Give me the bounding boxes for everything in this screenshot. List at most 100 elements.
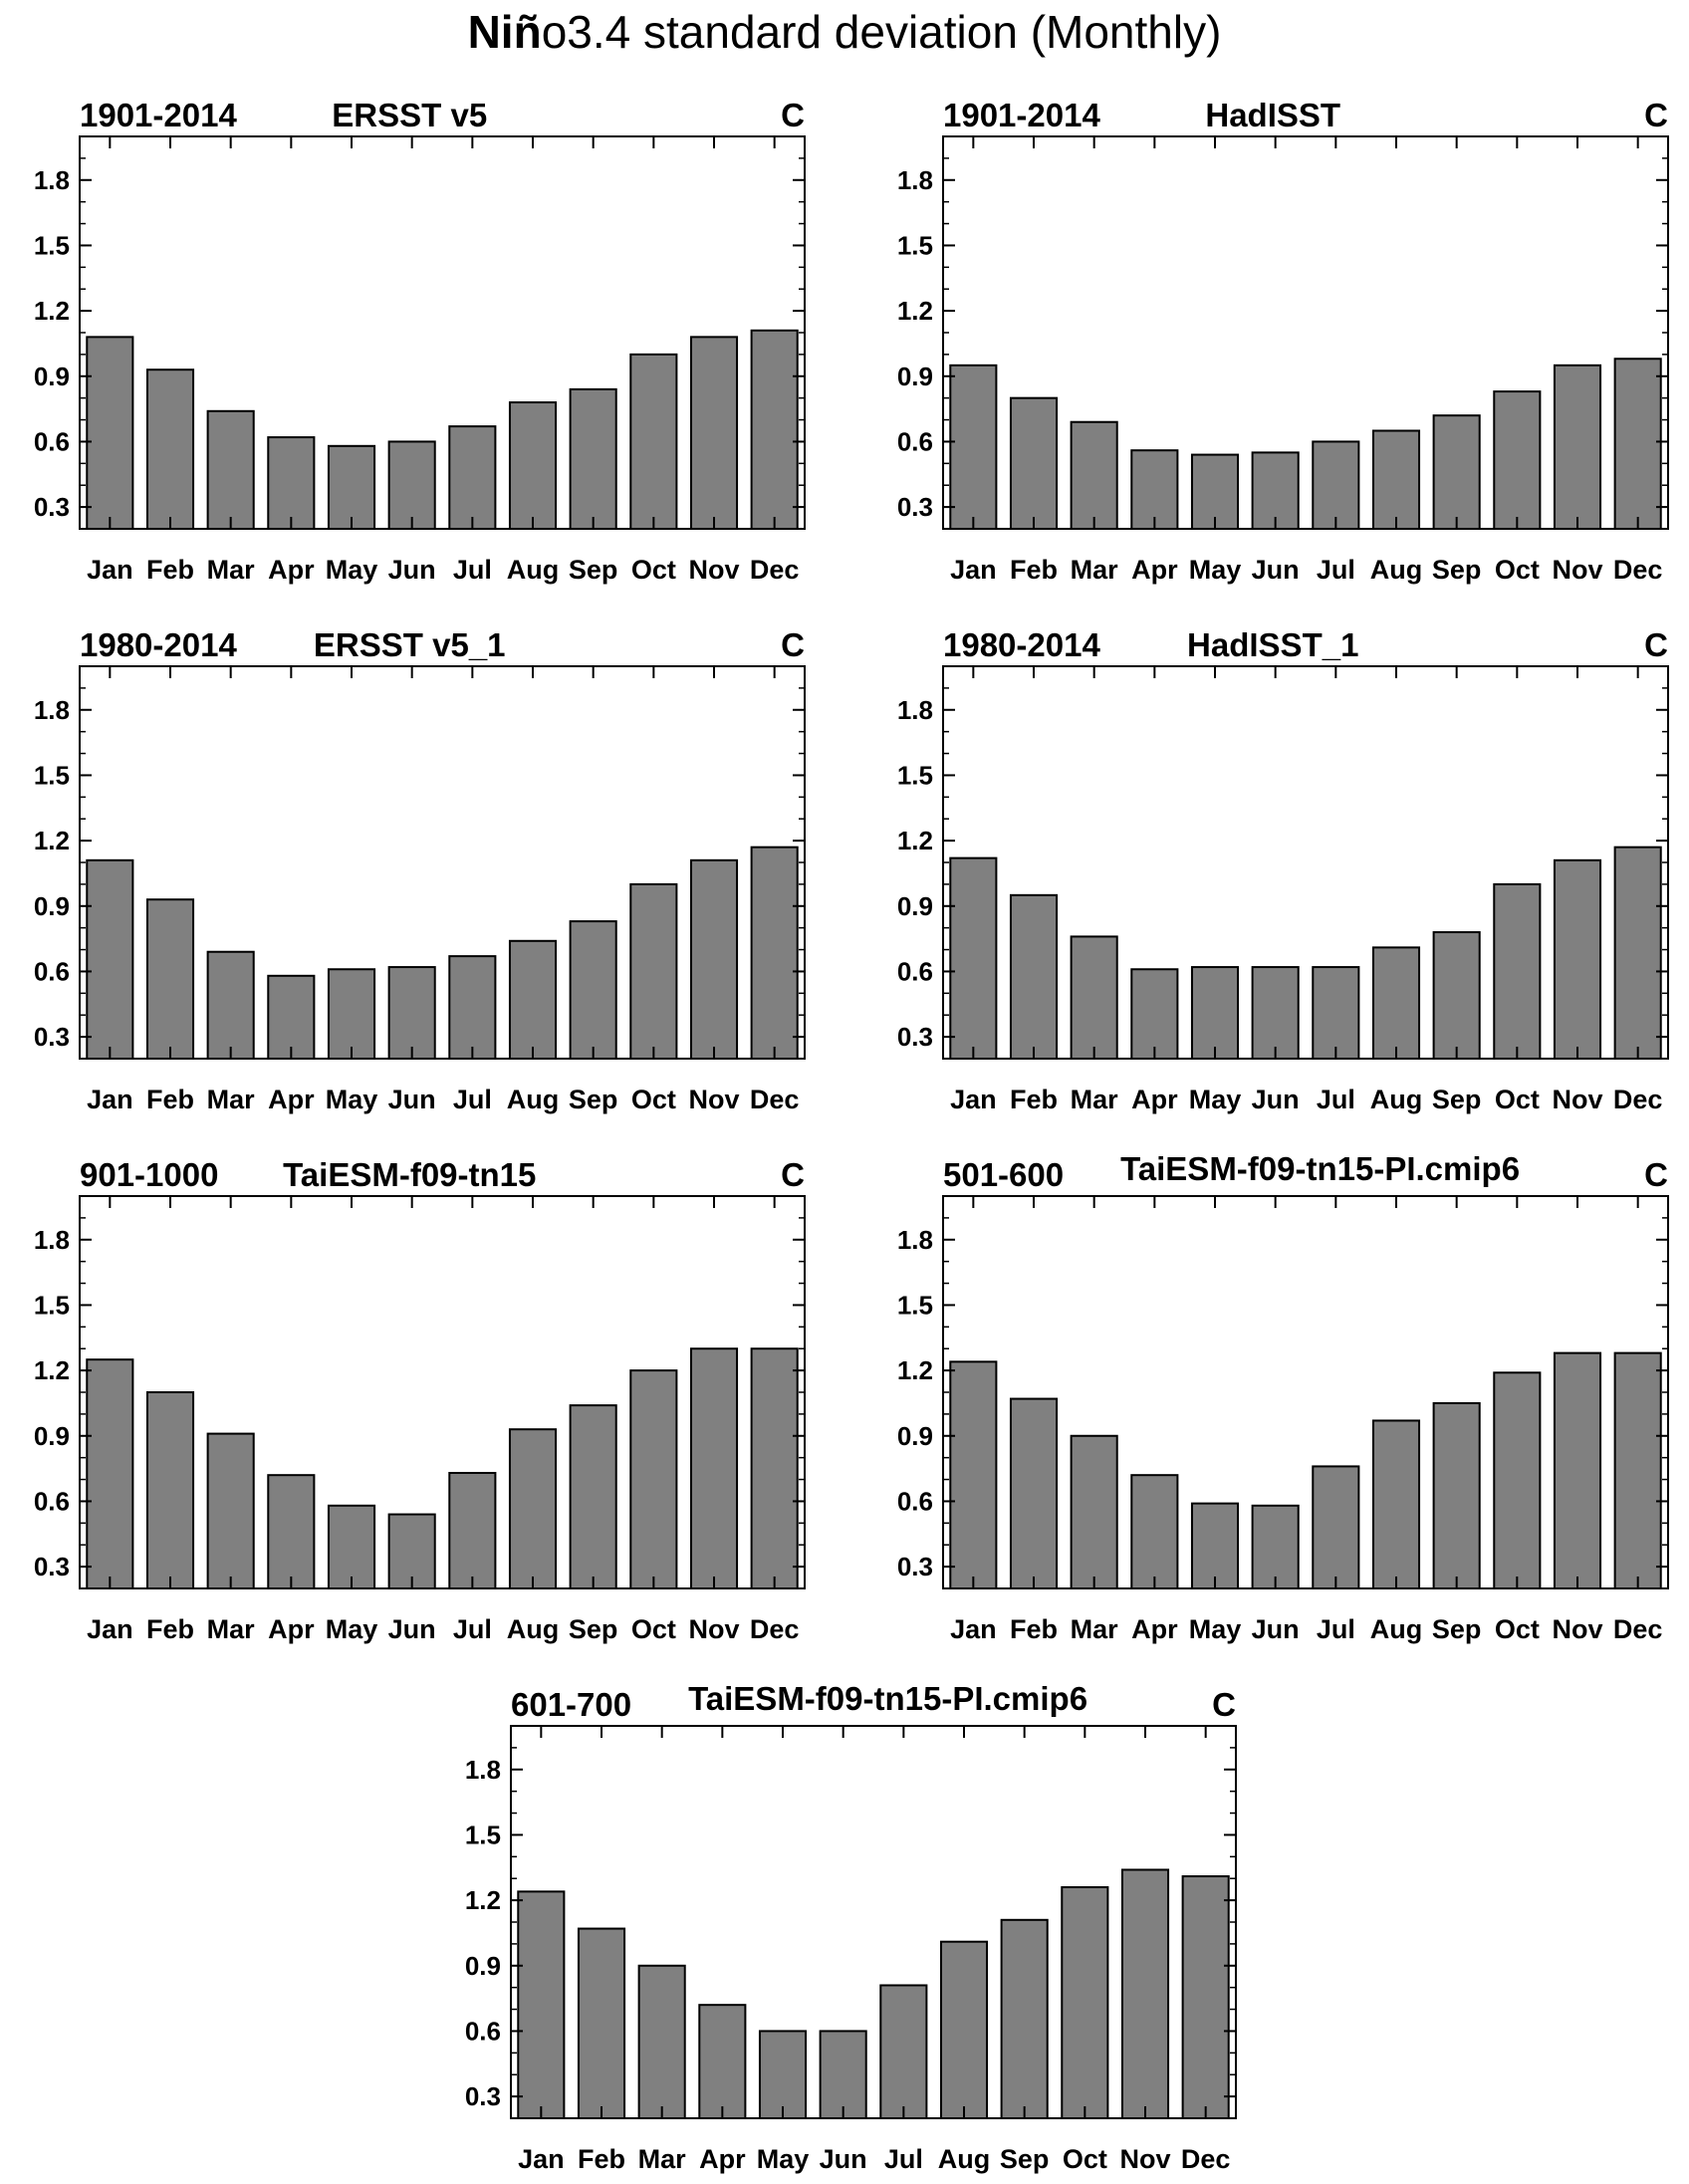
x-tick-label-oct: Oct — [631, 1085, 676, 1114]
x-tick-label-sep: Sep — [1000, 2144, 1050, 2174]
panel-period: 1901-2014 — [80, 97, 237, 133]
panel-period: 1901-2014 — [943, 97, 1100, 133]
bar-mar — [206, 409, 255, 530]
x-tick-label-nov: Nov — [1119, 2144, 1170, 2174]
x-tick-label-jul: Jul — [453, 555, 492, 585]
x-tick-label-mar: Mar — [207, 1614, 256, 1644]
panel-title: ERSST v5_1 — [314, 626, 506, 663]
chart-panel-2: 0.3 0.6 0.9 1.2 1.5 1.8 Jan Feb Mar Apr May Jun Jul A… — [897, 97, 1669, 585]
x-tick-label-mar: Mar — [1071, 1614, 1119, 1644]
x-tick-label-feb: Feb — [578, 2144, 625, 2174]
y-tick-label: 0.9 — [34, 891, 70, 921]
panel-title: TaiESM-f09-tn15-PI.cmip6 — [1120, 1150, 1520, 1187]
x-tick-label-jun: Jun — [1252, 555, 1300, 585]
y-tick-label: 1.2 — [34, 296, 70, 326]
y-tick-label: 0.6 — [34, 426, 70, 456]
bar-may — [1190, 1502, 1240, 1590]
x-tick-label-jun: Jun — [1252, 1085, 1300, 1114]
main-title-bold: Niñ — [467, 6, 542, 58]
bar-aug — [1371, 429, 1421, 530]
x-tick-label-jul: Jul — [1317, 1614, 1355, 1644]
x-tick-label-oct: Oct — [1495, 1085, 1540, 1114]
bar-mar — [1070, 1434, 1118, 1590]
bar-apr — [698, 2004, 747, 2120]
y-tick-label: 1.2 — [34, 826, 70, 855]
x-tick-label-feb: Feb — [146, 555, 194, 585]
chart-panel-5: 0.3 0.6 0.9 1.2 1.5 1.8 Jan Feb Mar Apr May Jun Jul A… — [34, 1156, 806, 1644]
x-tick-label-mar: Mar — [1071, 1085, 1119, 1114]
x-tick-label-oct: Oct — [1495, 1614, 1540, 1644]
bar-sep — [569, 1404, 617, 1589]
x-tick-label-aug: Aug — [1370, 1085, 1422, 1114]
x-tick-label-may: May — [1189, 1085, 1242, 1114]
main-title-rest: o3.4 standard deviation (Monthly) — [541, 6, 1222, 58]
y-tick-label: 1.2 — [465, 1885, 501, 1915]
x-tick-label-jul: Jul — [884, 2144, 923, 2174]
x-tick-label-jun: Jun — [388, 555, 436, 585]
bar-jan — [86, 336, 134, 530]
bar-jul — [448, 1471, 497, 1589]
bar-may — [1190, 966, 1240, 1061]
x-tick-label-feb: Feb — [146, 1614, 194, 1644]
x-tick-label-dec: Dec — [750, 555, 800, 585]
bar-oct — [629, 882, 678, 1061]
bar-apr — [1130, 449, 1179, 531]
chart-panel-6: 0.3 0.6 0.9 1.2 1.5 1.8 Jan Feb Mar Apr May Jun Jul A… — [897, 1150, 1669, 1644]
y-tick-label: 0.3 — [465, 2081, 501, 2111]
bar-sep — [1432, 931, 1481, 1060]
bar-jun — [819, 2030, 867, 2119]
y-tick-label: 1.8 — [897, 695, 933, 725]
bar-nov — [689, 336, 739, 530]
x-tick-label-nov: Nov — [1552, 1085, 1602, 1114]
bar-jan — [949, 856, 998, 1060]
bar-mar — [637, 1964, 686, 2120]
bar-jul — [1312, 440, 1360, 530]
x-tick-label-sep: Sep — [569, 555, 618, 585]
x-tick-label-aug: Aug — [1370, 1614, 1422, 1644]
x-tick-label-dec: Dec — [750, 1085, 800, 1114]
bar-mar — [206, 950, 255, 1060]
bar-oct — [1493, 882, 1542, 1061]
bar-mar — [1070, 420, 1118, 530]
x-tick-label-mar: Mar — [207, 555, 256, 585]
bar-nov — [1120, 1868, 1170, 2119]
bar-aug — [508, 1428, 558, 1589]
bar-jan — [949, 364, 998, 530]
y-tick-label: 0.9 — [897, 362, 933, 391]
y-tick-label: 0.6 — [34, 1486, 70, 1516]
y-tick-label: 0.6 — [897, 426, 933, 456]
bar-dec — [1613, 1351, 1662, 1589]
bar-nov — [689, 1347, 739, 1589]
y-tick-label: 1.2 — [897, 826, 933, 855]
x-tick-label-dec: Dec — [750, 1614, 800, 1644]
panel-unit: C — [1644, 1156, 1668, 1193]
bar-may — [327, 968, 376, 1061]
y-tick-label: 0.9 — [34, 1421, 70, 1451]
x-tick-label-apr: Apr — [268, 1085, 315, 1114]
x-tick-label-apr: Apr — [1131, 555, 1178, 585]
x-tick-label-jul: Jul — [453, 1085, 492, 1114]
x-tick-label-mar: Mar — [1071, 555, 1119, 585]
panel-period: 1980-2014 — [80, 626, 237, 663]
bar-mar — [206, 1432, 255, 1589]
x-tick-label-nov: Nov — [688, 1085, 739, 1114]
bar-jun — [1251, 966, 1300, 1061]
panel-period: 501-600 — [943, 1156, 1064, 1193]
panel-title: HadISST_1 — [1187, 626, 1358, 663]
bar-jul — [1312, 966, 1360, 1061]
x-tick-label-sep: Sep — [1432, 1085, 1482, 1114]
x-tick-label-apr: Apr — [268, 555, 315, 585]
x-tick-label-dec: Dec — [1181, 2144, 1231, 2174]
y-tick-label: 0.6 — [897, 956, 933, 986]
bar-dec — [1181, 1875, 1230, 2120]
bar-sep — [1432, 1401, 1481, 1589]
bar-sep — [569, 920, 617, 1060]
bar-jul — [448, 425, 497, 530]
x-tick-label-jul: Jul — [1317, 1085, 1355, 1114]
x-tick-label-mar: Mar — [638, 2144, 687, 2174]
y-tick-label: 0.3 — [34, 492, 70, 522]
x-tick-label-jan: Jan — [950, 1614, 997, 1644]
panel-period: 901-1000 — [80, 1156, 218, 1193]
y-tick-label: 0.3 — [897, 492, 933, 522]
